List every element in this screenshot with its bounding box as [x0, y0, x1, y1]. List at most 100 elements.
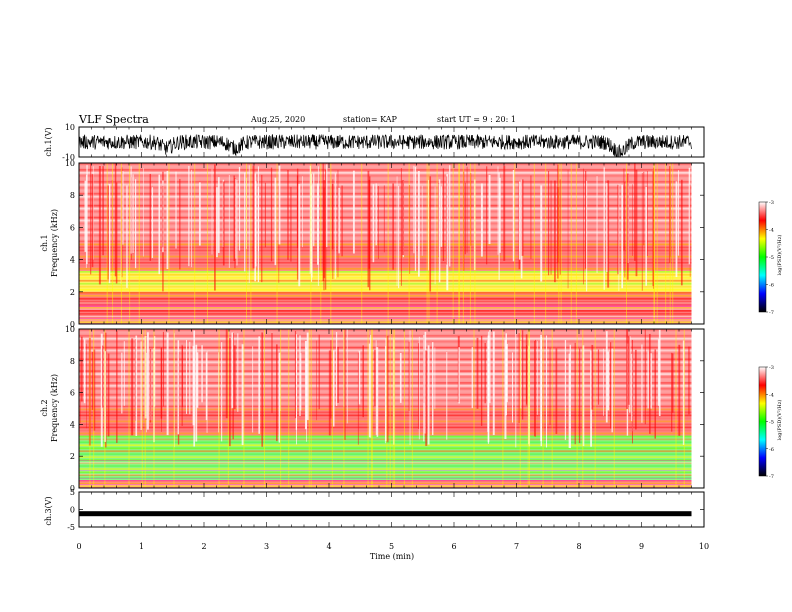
spectrogram-streak — [317, 183, 319, 265]
spectrogram-streak — [276, 163, 278, 324]
spectrogram-streak — [377, 185, 379, 259]
spectrogram-streak — [217, 177, 220, 254]
x-tick-label: 9 — [639, 542, 644, 551]
spectrogram-streak — [528, 338, 531, 447]
spectrogram-streak — [179, 178, 181, 270]
spectrogram-streak — [432, 342, 434, 436]
spectrogram-row — [79, 186, 692, 189]
spectrogram-streak — [195, 344, 198, 442]
spectrogram-streak — [427, 345, 430, 445]
spectrogram-streak — [421, 185, 423, 256]
spectrogram-row — [79, 261, 692, 264]
spectrogram-streak — [428, 163, 430, 324]
spectrogram-streak — [306, 347, 307, 442]
colorbar-tick-label: -6 — [769, 447, 774, 453]
spectrogram-streak — [83, 339, 86, 404]
spectrogram-streak — [153, 348, 155, 443]
spectrogram-streak — [426, 163, 428, 324]
station-label: station= KAP — [343, 115, 397, 124]
spectrogram-streak — [470, 173, 472, 246]
x-tick-label: 5 — [389, 542, 394, 551]
spectrogram-streak — [680, 179, 683, 286]
spectrogram-streak — [641, 172, 643, 291]
spectrogram-streak — [567, 169, 569, 289]
colorbar-tick-label: -7 — [769, 474, 774, 480]
spectrogram-streak — [244, 172, 246, 272]
x-tick-label: 10 — [699, 542, 709, 551]
spectrogram-streak — [296, 349, 297, 445]
spectrogram-streak — [625, 163, 627, 324]
spectrogram-streak — [206, 163, 208, 324]
ch3-waveform-panel — [79, 511, 692, 517]
spectrogram-streak — [403, 329, 405, 488]
spectrogram-streak — [236, 180, 238, 266]
spectrogram-streak — [222, 181, 225, 266]
spectrogram-streak — [688, 346, 690, 415]
spectrogram-streak — [474, 163, 476, 324]
spectrogram-streak — [375, 340, 377, 435]
spectrogram-streak — [678, 170, 679, 256]
ch1-channel-label: ch.1 — [40, 234, 49, 251]
spectrogram-streak — [250, 163, 252, 324]
y-tick-label: 10 — [65, 159, 75, 168]
spectrogram-streak — [106, 163, 108, 324]
spectrogram-streak — [414, 166, 417, 271]
spectrogram-streak — [234, 179, 237, 259]
spectrogram-row — [79, 198, 692, 201]
spectrogram-streak — [610, 342, 612, 429]
spectrogram-streak — [607, 351, 610, 411]
spectrogram-streak — [678, 344, 681, 436]
spectrogram-streak — [533, 163, 535, 324]
spectrogram-row — [79, 165, 692, 168]
spec1-ylabel: Frequency (kHz) — [50, 209, 59, 277]
spectrogram-streak — [131, 338, 134, 436]
spectrogram-streak — [383, 185, 385, 253]
x-tick-label: 0 — [76, 542, 81, 551]
colorbar2-label: log(PSD)(V²/Hz) — [776, 400, 783, 441]
spectrogram-streak — [649, 353, 652, 409]
spectrogram-row — [79, 485, 692, 487]
spectrogram-streak — [611, 348, 613, 433]
spectrogram-row — [79, 291, 692, 294]
spectrogram-streak — [189, 341, 191, 415]
spectrogram-row — [79, 222, 692, 225]
spectrogram-streak — [533, 340, 536, 437]
spectrogram-streak — [551, 329, 553, 488]
spectrogram-row — [79, 312, 692, 315]
spectrogram-streak — [417, 343, 419, 429]
spectrogram-streak — [518, 333, 520, 424]
spectrogram-streak — [177, 340, 180, 435]
spectrogram-streak — [143, 168, 144, 257]
spectrogram-streak — [425, 350, 428, 446]
spectrogram-streak — [594, 329, 596, 488]
spectrogram-row — [79, 249, 692, 252]
spectrogram-streak — [91, 174, 94, 268]
spectrogram-row — [79, 252, 692, 255]
spectrogram-streak — [336, 332, 338, 406]
spectrogram-streak — [623, 168, 625, 251]
spectrogram-streak — [264, 182, 266, 248]
spectrogram-streak — [560, 163, 562, 324]
spectrogram-streak — [205, 352, 208, 421]
w3-frame — [78, 491, 705, 528]
spectrogram-row — [79, 201, 692, 204]
spectrogram-row — [79, 279, 692, 282]
spectrogram-streak — [326, 164, 328, 248]
spectrogram-row — [79, 306, 692, 309]
spectrogram-streak — [309, 165, 311, 274]
spectrogram-streak — [540, 185, 543, 282]
ch3-ylabel: ch.3(V) — [44, 496, 53, 525]
spectrogram-streak — [394, 329, 396, 488]
spectrogram-streak — [246, 177, 248, 250]
spectrogram-streak — [634, 163, 636, 261]
spectrogram-streak — [331, 329, 333, 488]
spectrogram-streak — [446, 176, 448, 265]
spectrogram-streak — [535, 339, 537, 437]
spectrogram-streak — [545, 335, 548, 448]
spectrogram-row — [79, 309, 692, 312]
spectrogram-streak — [527, 329, 529, 488]
spectrogram-streak — [191, 169, 193, 268]
spectrogram-streak — [201, 345, 203, 403]
spectrogram-streak — [576, 329, 578, 488]
spectrogram-streak — [343, 329, 345, 488]
